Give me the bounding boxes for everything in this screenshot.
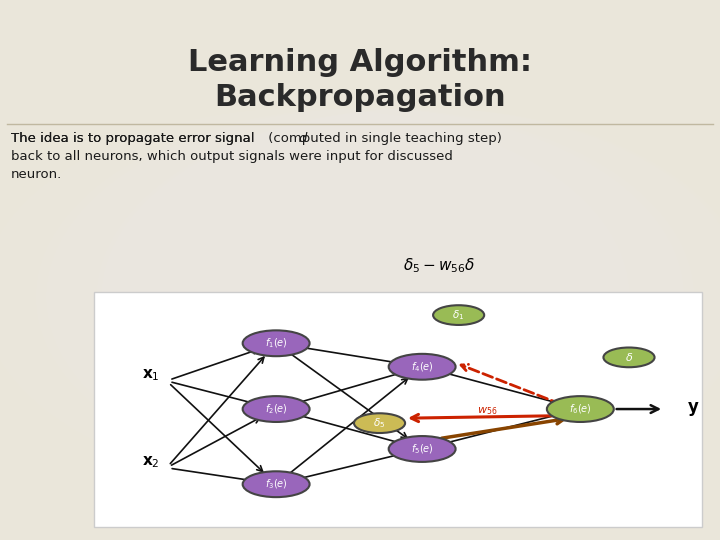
Text: $f_6(e)$: $f_6(e)$ — [569, 402, 592, 416]
Text: $\mathbf{x}_2$: $\mathbf{x}_2$ — [142, 455, 159, 470]
Text: $\mathbf{x}_1$: $\mathbf{x}_1$ — [142, 368, 159, 383]
Ellipse shape — [603, 348, 654, 367]
Text: $f_4(e)$: $f_4(e)$ — [410, 360, 433, 374]
Ellipse shape — [433, 305, 484, 325]
Ellipse shape — [389, 354, 456, 380]
Text: $w_{56}$: $w_{56}$ — [477, 405, 498, 416]
Text: $\delta_5$: $\delta_5$ — [374, 416, 386, 430]
Text: $\delta$: $\delta$ — [625, 352, 633, 363]
Text: $f_3(e)$: $f_3(e)$ — [265, 477, 287, 491]
Text: Backpropagation: Backpropagation — [214, 83, 506, 112]
Text: $\mathbf{y}$: $\mathbf{y}$ — [688, 400, 700, 418]
Text: $\delta_5 - w_{56}\delta$: $\delta_5 - w_{56}\delta$ — [403, 256, 475, 275]
Text: $f_1(e)$: $f_1(e)$ — [265, 336, 287, 350]
Text: The idea is to propagate error signal: The idea is to propagate error signal — [11, 132, 258, 145]
Ellipse shape — [354, 413, 405, 433]
Ellipse shape — [547, 396, 613, 422]
Ellipse shape — [243, 396, 310, 422]
Ellipse shape — [243, 471, 310, 497]
Text: $f_2(e)$: $f_2(e)$ — [265, 402, 287, 416]
Text: The idea is to propagate error signal    (computed in single teaching step)
back: The idea is to propagate error signal (c… — [11, 132, 502, 181]
Ellipse shape — [243, 330, 310, 356]
Text: $f_5(e)$: $f_5(e)$ — [410, 442, 433, 456]
FancyBboxPatch shape — [94, 292, 702, 526]
Text: d: d — [299, 132, 307, 145]
Ellipse shape — [389, 436, 456, 462]
Text: $\delta_1$: $\delta_1$ — [452, 308, 465, 322]
Text: Learning Algorithm:: Learning Algorithm: — [188, 48, 532, 77]
